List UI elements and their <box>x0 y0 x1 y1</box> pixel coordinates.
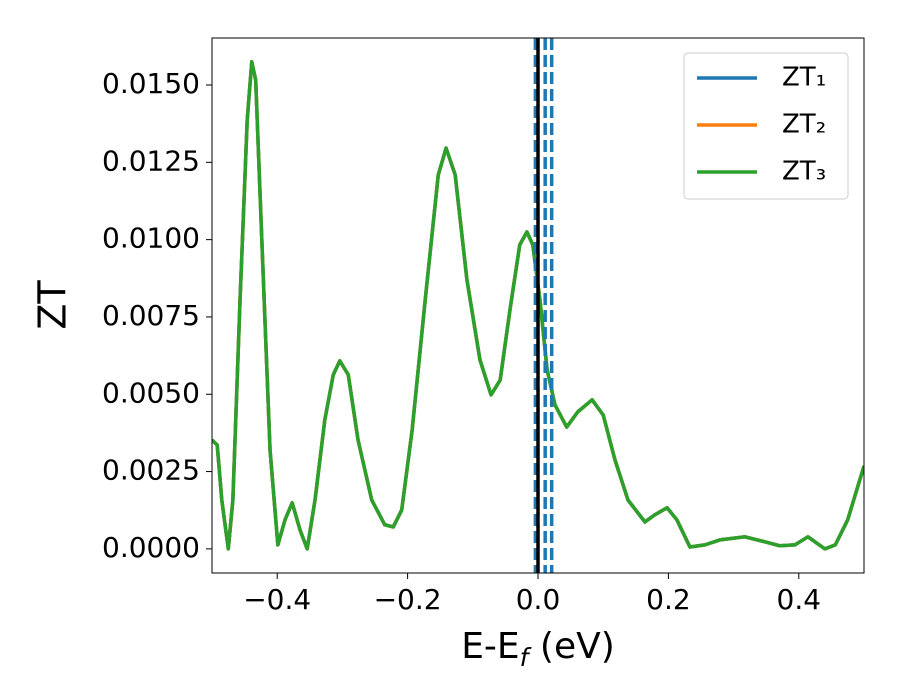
x-tick-label: 0.0 <box>516 583 561 616</box>
y-tick-label: 0.0075 <box>102 299 200 332</box>
x-label-suffix: (eV) <box>528 626 614 667</box>
y-tick-label: 0.0050 <box>102 376 200 409</box>
y-axis-label: ZT <box>31 280 75 330</box>
x-tick-label: −0.4 <box>243 583 311 616</box>
y-tick-label: 0.0125 <box>102 144 200 177</box>
x-tick-label: 0.4 <box>777 583 822 616</box>
x-tick-label: 0.2 <box>646 583 691 616</box>
x-tick-label: −0.2 <box>374 583 442 616</box>
x-label-main: E-E <box>461 626 519 667</box>
series-line <box>212 60 864 551</box>
legend-label: ZT₁ <box>782 63 826 93</box>
y-tick-label: 0.0150 <box>102 67 200 100</box>
plot-frame <box>211 37 865 574</box>
x-axis-label: E-Ef (eV) <box>461 626 615 672</box>
y-tick-label: 0.0025 <box>102 454 200 487</box>
legend-label: ZT₂ <box>782 110 826 140</box>
y-tick-label: 0.0100 <box>102 222 200 255</box>
legend-label: ZT₃ <box>782 157 826 187</box>
legend-box <box>683 52 849 200</box>
y-tick-label: 0.0000 <box>102 531 200 564</box>
